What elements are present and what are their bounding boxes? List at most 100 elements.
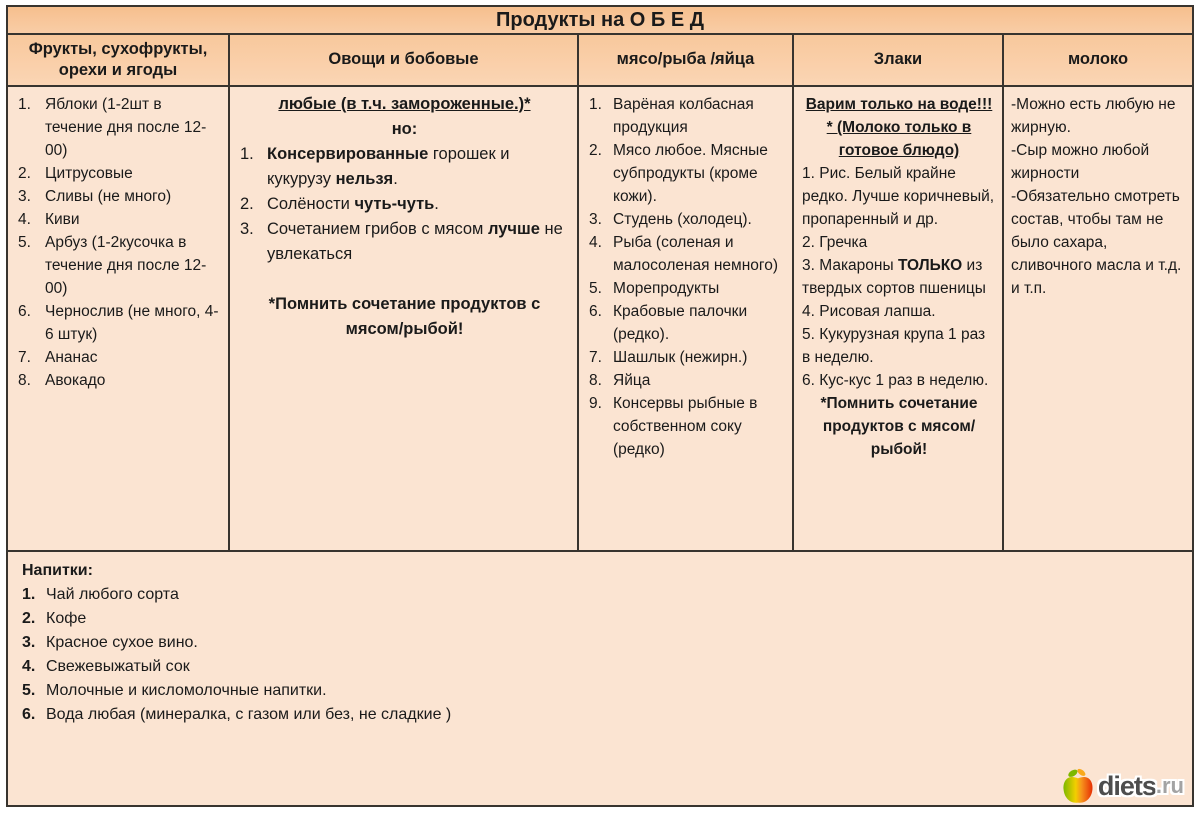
list-text: Авокадо	[45, 369, 105, 392]
logo-site-text: diets	[1097, 771, 1157, 801]
list-number: 2.	[589, 142, 602, 159]
text-run: 2. Гречка	[802, 234, 868, 251]
table-body-row: 1. Яблоки (1-2шт в течение дня после 12-0…	[8, 87, 1192, 552]
list-number: 4.	[22, 658, 36, 675]
column-cell-meat-fish-eggs: 1. Варёная колбасная продукция 2. Мясо любо…	[579, 87, 794, 550]
list-item: 9. Консервы рыбные в собственном соку (ре…	[589, 392, 784, 461]
text-run: Кофе	[46, 610, 87, 627]
list-item: 8. Яйца	[589, 369, 784, 392]
text-run: ТОЛЬКО	[897, 257, 963, 274]
list-text: Консервированные горошек и кукурузу нель…	[267, 142, 569, 192]
text-run: Консервированные	[267, 145, 429, 163]
text-run: Шашлык (нежирн.)	[613, 349, 748, 366]
list-text: Красное сухое вино.	[46, 631, 198, 655]
apple-icon	[1061, 767, 1098, 805]
list-number: 4.	[589, 234, 602, 251]
list-number: 1.	[22, 586, 36, 603]
text-run: любые (в т.ч. замороженные.)*	[278, 95, 531, 113]
list-item: 6. Чернослив (не много, 4-6 штук)	[18, 300, 220, 346]
text-run: не увлекаться	[267, 220, 563, 263]
table-header-row: Фрукты, сухофрукты, орехи и ягоды Овощи …	[8, 35, 1192, 87]
list-item: 7. Шашлык (нежирн.)	[589, 346, 784, 369]
list-number: 1.	[18, 96, 31, 113]
text-run: .	[434, 195, 439, 213]
note-line: любые (в т.ч. замороженные.)*	[240, 92, 569, 117]
list-item: 3. Сочетанием грибов с мясом лучше не увл…	[240, 217, 569, 267]
text-run: -Сыр можно любой жирности	[1011, 142, 1150, 182]
text-run: 1. Рис. Белый крайне редко. Лучше коричн…	[802, 165, 995, 228]
list-number: 7.	[18, 349, 31, 366]
list-text: Студень (холодец).	[613, 208, 752, 231]
list-number: 9.	[589, 395, 602, 412]
list-number: 7.	[589, 349, 602, 366]
text-run: *Помнить сочетание продуктов с мясом/рыб…	[268, 295, 541, 338]
list-item: 1. Яблоки (1-2шт в течение дня после 12-0…	[18, 93, 220, 162]
list-item: 5. Морепродукты	[589, 277, 784, 300]
list-item: 1. Чай любого сорта	[22, 583, 1178, 607]
list-text: Сочетанием грибов с мясом лучше не увлек…	[267, 217, 569, 267]
text-run: Ананас	[45, 349, 98, 366]
list-number: 6.	[589, 303, 602, 320]
column-cell-grains: Варим только на воде!!! * (Молоко только…	[794, 87, 1004, 550]
list-item: 3. Студень (холодец).	[589, 208, 784, 231]
text-run: Морепродукты	[613, 280, 720, 297]
text-run: Сочетанием грибов с мясом	[267, 220, 488, 238]
table-title-row: Продукты на О Б Е Д	[8, 7, 1192, 35]
list-text: Чернослив (не много, 4-6 штук)	[45, 300, 220, 346]
text-run: Варим только на воде!!! * (Молоко только…	[805, 96, 993, 159]
list-item: 7. Ананас	[18, 346, 220, 369]
text-run: горошек и кукурузу	[267, 145, 510, 188]
list-item: 1. Консервированные горошек и кукурузу не…	[240, 142, 569, 192]
list-text: Ананас	[45, 346, 97, 369]
list-number: 5.	[22, 682, 36, 699]
list-text: Крабовые палочки (редко).	[613, 300, 784, 346]
list-item: 2. Мясо любое. Мясные субпродукты (кроме …	[589, 139, 784, 208]
text-run: Красное сухое вино.	[46, 634, 198, 651]
column-header-milk: молоко	[1067, 50, 1129, 69]
text-run: 3. Макароны	[802, 257, 898, 274]
text-run: но:	[391, 120, 418, 138]
list-text: Консервы рыбные в собственном соку (редк…	[613, 392, 784, 461]
list-number: 3.	[22, 634, 36, 651]
text-run: Арбуз (1-2кусочка в течение дня после 12…	[45, 234, 207, 297]
list-text: Солёности чуть-чуть.	[267, 192, 439, 217]
text-run: Варёная колбасная продукция	[613, 96, 754, 136]
list-text: Цитрусовые	[45, 162, 133, 185]
list-item: 3. Красное сухое вино.	[22, 631, 1178, 655]
page-title: Продукты на О Б Е Д	[496, 8, 704, 31]
text-run: лучше	[487, 220, 540, 238]
column-cell-fruits: 1. Яблоки (1-2шт в течение дня после 12-0…	[8, 87, 230, 550]
list-item: 4. Киви	[18, 208, 220, 231]
list-number: 8.	[589, 372, 602, 389]
list-item: 5. Молочные и кисломолочные напитки.	[22, 679, 1178, 703]
list-item: 6. Вода любая (минералка, с газом или без…	[22, 703, 1178, 727]
text-line: 3. Макароны ТОЛЬКО из твердых сортов пше…	[802, 254, 996, 300]
diets-ru-logo: diets .ru	[1061, 767, 1184, 805]
list-number: 6.	[22, 706, 36, 723]
column-cell-milk: -Можно есть любую не жирную. -Сыр можно л…	[1004, 87, 1192, 550]
column-header-meat-fish-eggs: мясо/рыба /яйца	[579, 35, 794, 85]
list-text: Рыба (соленая и малосоленая немного)	[613, 231, 784, 277]
list-item: 3. Сливы (не много)	[18, 185, 220, 208]
text-run: Киви	[45, 211, 80, 228]
text-run: Цитрусовые	[45, 165, 133, 182]
list-text: Чай любого сорта	[46, 583, 179, 607]
drinks-title: Напитки:	[22, 562, 93, 579]
text-run: чуть-чуть	[354, 195, 435, 213]
list-number: 4.	[18, 211, 31, 228]
text-run: Крабовые палочки (редко).	[613, 303, 748, 343]
list-number: 1.	[589, 96, 602, 113]
list-item: 4. Свежевыжатый сок	[22, 655, 1178, 679]
list-text: Кофе	[46, 607, 86, 631]
text-run: -Обязательно смотреть состав, чтобы там …	[1011, 188, 1182, 297]
list-number: 3.	[589, 211, 602, 228]
list-number: 1.	[240, 145, 254, 163]
note-line: *Помнить сочетание продуктов с мясом/рыб…	[802, 392, 996, 461]
text-run: Чернослив (не много, 4-6 штук)	[45, 303, 219, 343]
text-run: Сливы (не много)	[45, 188, 172, 205]
list-text: Молочные и кисломолочные напитки.	[46, 679, 327, 703]
drinks-section: Напитки: 1. Чай любого сорта 2. Кофе 3. Красн…	[8, 552, 1192, 805]
list-item: 4. Рыба (соленая и малосоленая немного)	[589, 231, 784, 277]
list-item: 1. Варёная колбасная продукция	[589, 93, 784, 139]
drinks-list: 1. Чай любого сорта 2. Кофе 3. Красное сухое …	[22, 583, 1178, 727]
